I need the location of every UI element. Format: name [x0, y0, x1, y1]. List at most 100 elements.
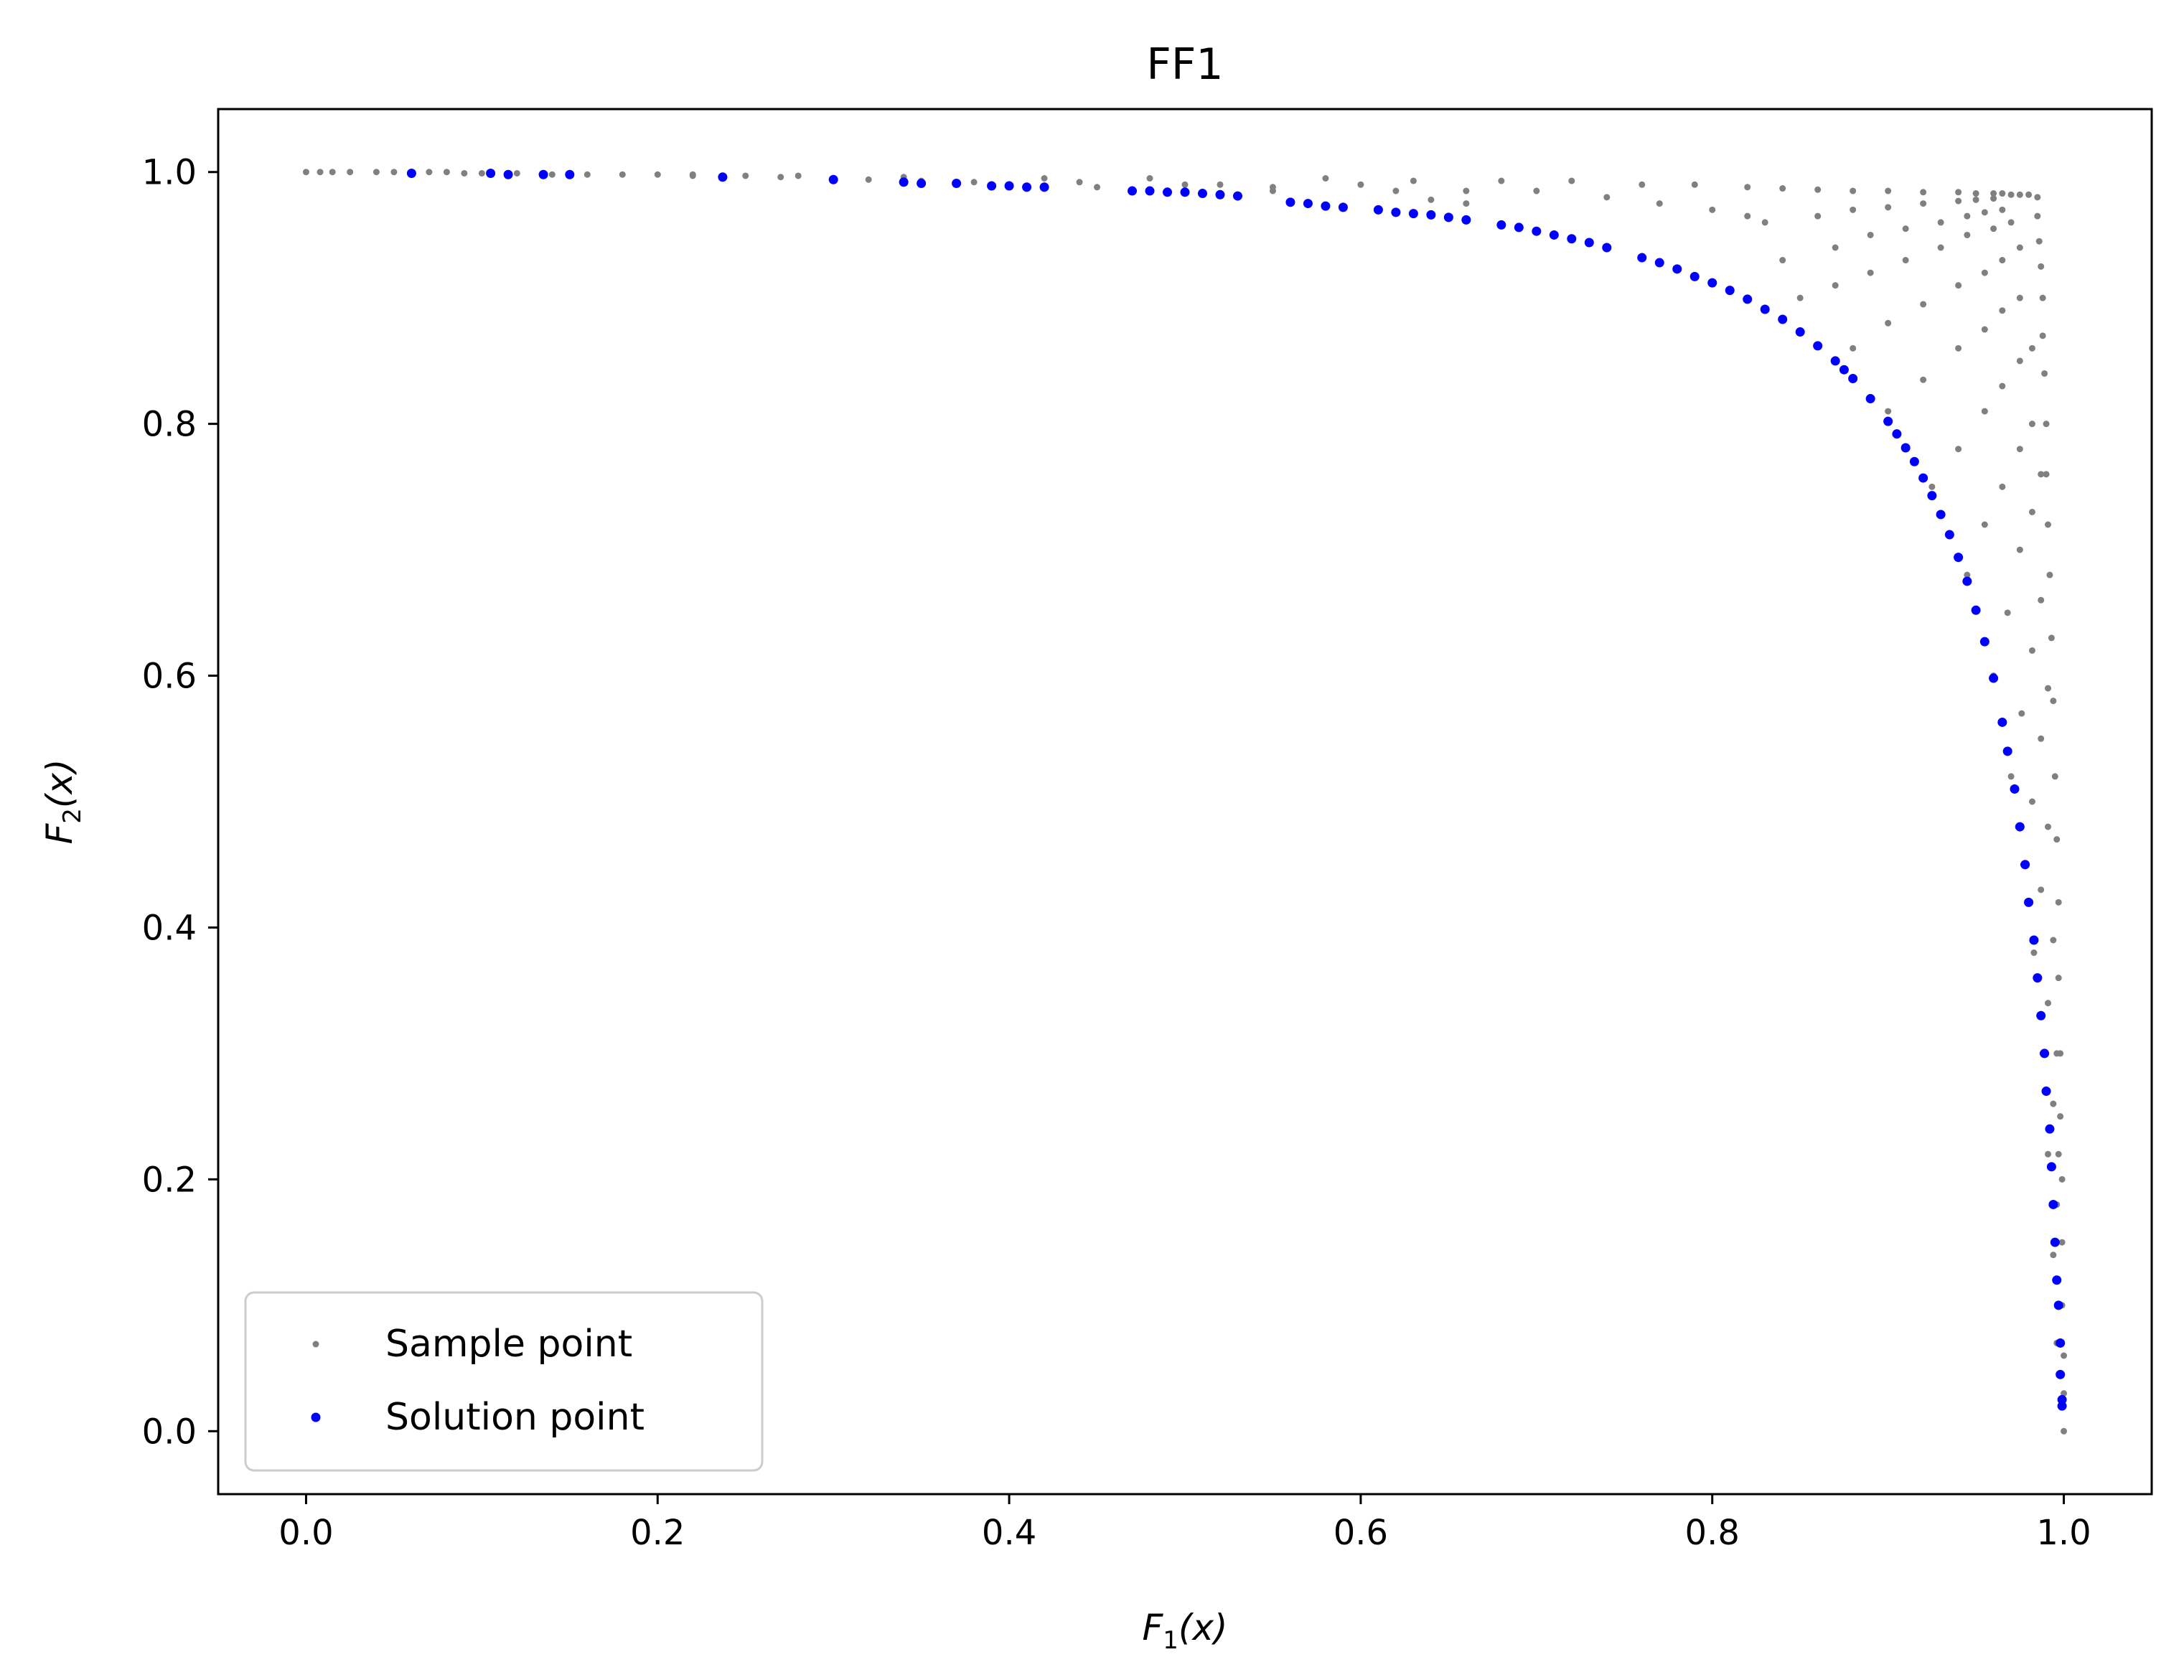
solution-point — [1602, 243, 1612, 253]
sample-point — [777, 174, 784, 181]
solution-point — [2015, 822, 2025, 832]
solution-point — [1927, 491, 1937, 501]
solution-point — [1689, 271, 1700, 281]
sample-point — [2050, 1252, 2057, 1259]
sample-point — [2018, 710, 2025, 717]
solution-point — [1549, 230, 1559, 240]
sample-point — [2038, 886, 2045, 893]
sample-point — [2055, 898, 2062, 906]
sample-point — [1850, 187, 1857, 194]
sample-point — [619, 171, 626, 178]
sample-point — [689, 171, 696, 178]
sample-point — [2016, 191, 2023, 198]
solution-point — [1197, 189, 1207, 199]
sample-point — [372, 169, 380, 176]
sample-point — [2007, 773, 2015, 780]
sample-point — [1796, 294, 1804, 301]
solution-point — [2041, 1087, 2051, 1097]
sample-point — [2058, 1239, 2066, 1246]
x-axis-label: F1(x) — [1142, 1607, 1227, 1655]
series-solution-point — [406, 168, 2067, 1411]
solution-point — [1637, 253, 1647, 263]
y-axis-label-base: F — [39, 823, 80, 845]
x-tick-label: 0.0 — [278, 1513, 333, 1553]
solution-point — [1997, 717, 2007, 727]
sample-point — [2038, 596, 2045, 604]
sample-point — [1217, 181, 1224, 188]
sample-point — [1428, 196, 1435, 203]
sample-point — [1964, 212, 1971, 220]
solution-point — [2046, 1162, 2056, 1172]
sample-point — [1603, 194, 1611, 201]
sample-point — [1568, 177, 1575, 184]
sample-point — [1990, 190, 1997, 197]
x-tick-label: 0.4 — [982, 1513, 1036, 1553]
sample-point — [1972, 196, 1979, 203]
sample-point — [2045, 521, 2052, 528]
sample-point — [1814, 186, 1822, 193]
series-sample-point — [302, 169, 2068, 1435]
y-tick-label: 0.2 — [142, 1160, 197, 1200]
sample-point — [513, 169, 520, 177]
sample-point — [1779, 185, 1786, 192]
solution-point — [718, 172, 728, 182]
plot-frame — [217, 108, 2153, 1496]
solution-point — [1979, 637, 1989, 647]
sample-point — [2050, 937, 2057, 944]
solution-point — [1654, 258, 1664, 268]
sample-point — [1094, 184, 1101, 191]
sample-point — [2016, 546, 2023, 553]
solution-point — [2052, 1275, 2062, 1285]
solution-point — [2033, 973, 2043, 983]
y-axis-label-rest: (x) — [39, 759, 80, 808]
sample-point — [1639, 181, 1646, 188]
solution-point — [1145, 186, 1155, 196]
solution-point — [1830, 356, 1840, 366]
sample-point — [1920, 189, 1927, 196]
sample-point — [1744, 184, 1751, 191]
solution-point — [1584, 238, 1594, 248]
solution-point — [987, 181, 997, 191]
solution-point — [1163, 187, 1173, 197]
x-axis-label-sub: 1 — [1163, 1626, 1178, 1655]
sample-point — [1041, 175, 1048, 182]
sample-point — [1964, 231, 1971, 238]
sample-point — [1867, 231, 1874, 238]
sample-point — [2045, 1150, 2052, 1158]
solution-point — [1285, 197, 1295, 207]
x-tick-label: 0.2 — [630, 1513, 685, 1553]
y-tick-label: 0.8 — [142, 405, 197, 445]
sample-point — [1709, 206, 1716, 213]
sample-point — [584, 171, 591, 178]
sample-point — [2053, 836, 2061, 843]
y-tick-label: 0.0 — [142, 1412, 197, 1452]
solution-point — [2045, 1124, 2055, 1134]
solution-point — [1839, 365, 1849, 375]
solution-point — [1848, 373, 1858, 383]
sample-point — [654, 171, 661, 178]
sample-point — [302, 169, 309, 176]
sample-point — [2039, 294, 2046, 301]
sample-point — [1981, 408, 1988, 415]
solution-point — [406, 168, 416, 178]
legend-marker-solution — [311, 1412, 321, 1422]
solution-point — [1373, 205, 1383, 215]
sample-point — [2050, 1100, 2057, 1107]
sample-point — [1392, 187, 1400, 194]
sample-point — [1972, 190, 1979, 197]
solution-point — [828, 174, 838, 184]
solution-point — [1813, 341, 1823, 351]
sample-point — [2053, 1050, 2061, 1057]
x-axis-label-base: F — [1142, 1607, 1163, 1648]
sample-point — [2038, 471, 2045, 478]
legend-label-solution: Solution point — [385, 1396, 645, 1439]
sample-point — [461, 169, 468, 177]
solution-point — [1303, 199, 1313, 209]
sample-point — [1999, 257, 2006, 264]
solution-point — [1954, 553, 1964, 563]
solution-point — [1215, 189, 1225, 200]
sample-point — [2030, 949, 2038, 957]
sample-point — [2038, 735, 2045, 742]
sample-point — [1990, 195, 1997, 202]
